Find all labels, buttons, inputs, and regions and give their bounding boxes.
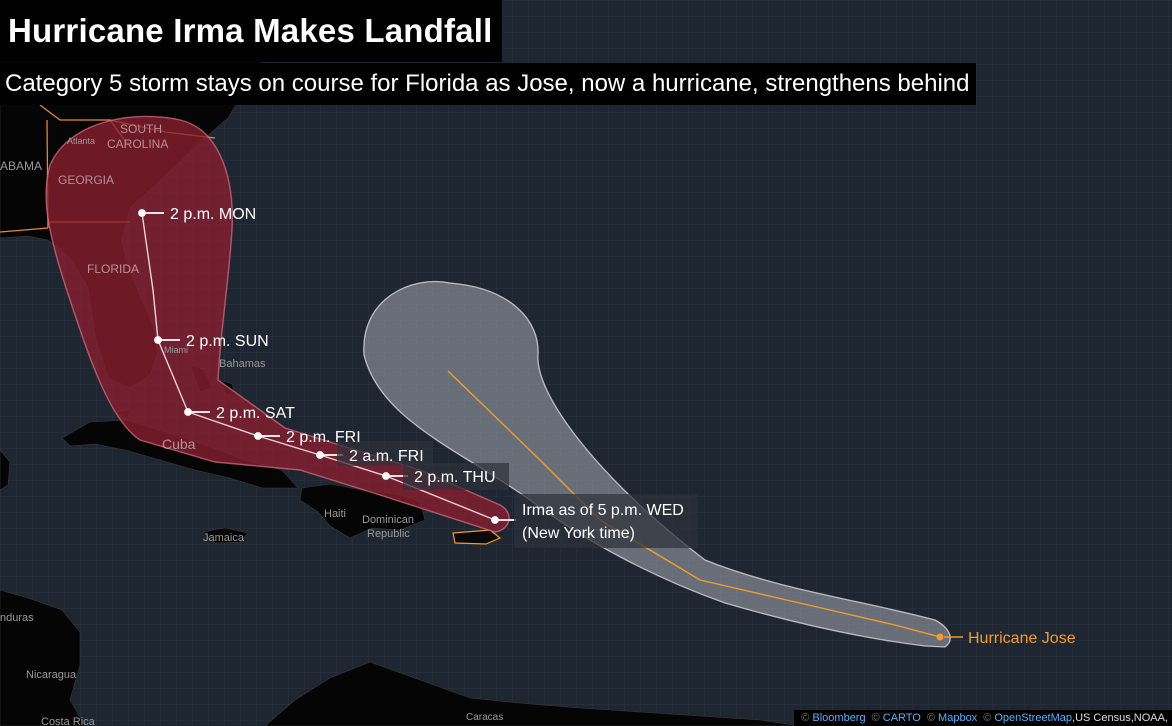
label-haiti: Haiti [324, 508, 346, 520]
land-central-america [0, 589, 86, 726]
attr-carto-link[interactable]: CARTO [882, 712, 921, 724]
label-caracas: Caracas [466, 712, 503, 723]
land-jamaica [202, 527, 249, 544]
label-jamaica: Jamaica [203, 532, 245, 544]
jose-position-dot [936, 633, 944, 641]
label-dominican-1: Dominican [362, 514, 414, 526]
label-dominican-2: Republic [367, 528, 410, 540]
label-nicaragua: Nicaragua [26, 669, 77, 681]
land-left-edge [0, 449, 11, 491]
label-cuba: Cuba [162, 436, 196, 452]
irma-markers [138, 209, 516, 524]
irma-current-line1: Irma as of 5 p.m. WED [522, 502, 684, 519]
forecast-label-fri-pm: 2 p.m. FRI [286, 429, 361, 446]
jose-label: Hurricane Jose [968, 630, 1076, 647]
forecast-label-fri-am: 2 a.m. FRI [349, 448, 424, 465]
label-florida: FLORIDA [87, 262, 139, 276]
forecast-label-sat: 2 p.m. SAT [216, 405, 295, 422]
label-miami: Miami [164, 345, 188, 355]
irma-track [141, 212, 496, 521]
irma-current-line2: (New York time) [522, 525, 635, 542]
marker-fri-am [316, 451, 324, 459]
marker-mon [138, 209, 146, 217]
map-attribution: © Bloomberg © CARTO © Mapbox © OpenStreetMap… [794, 710, 1172, 726]
attr-sep-icon: © [801, 712, 810, 724]
forecast-label-thu: 2 p.m. THU [414, 469, 496, 486]
marker-thu [382, 472, 390, 480]
label-south-carolina-2: CAROLINA [107, 137, 168, 151]
marker-fri-pm [254, 432, 262, 440]
label-atlanta: Atlanta [67, 136, 95, 146]
attr-bloomberg-link[interactable]: Bloomberg [812, 712, 866, 724]
label-south-carolina-1: SOUTH [120, 122, 162, 136]
attr-sep-icon: © [871, 712, 880, 724]
irma-cone [45, 115, 510, 533]
attr-sep-icon: © [983, 712, 992, 724]
label-alabama: ABAMA [0, 159, 42, 173]
marker-sat [184, 408, 192, 416]
attr-suffix: ,US Census,NOAA, [1072, 712, 1168, 724]
land-puerto-rico [452, 529, 502, 545]
marker-sun [154, 336, 162, 344]
marker-wed [491, 516, 499, 524]
label-costa-rica: Costa Rica [41, 716, 96, 726]
label-honduras: nduras [0, 612, 34, 624]
label-backdrops [337, 441, 698, 548]
map-subtitle: Category 5 storm stays on course for Flo… [0, 63, 976, 105]
label-georgia: GEORGIA [58, 173, 114, 187]
attr-mapbox-link[interactable]: Mapbox [938, 712, 978, 724]
label-bahamas: Bahamas [219, 358, 266, 370]
forecast-label-mon: 2 p.m. MON [170, 206, 256, 223]
attr-sep-icon: © [926, 712, 936, 724]
map-title: Hurricane Irma Makes Landfall [0, 0, 503, 62]
land-south-america [264, 661, 801, 726]
attr-osm-link[interactable]: OpenStreetMap [994, 712, 1073, 724]
forecast-label-sun: 2 p.m. SUN [186, 333, 269, 350]
jose-track [447, 370, 941, 638]
